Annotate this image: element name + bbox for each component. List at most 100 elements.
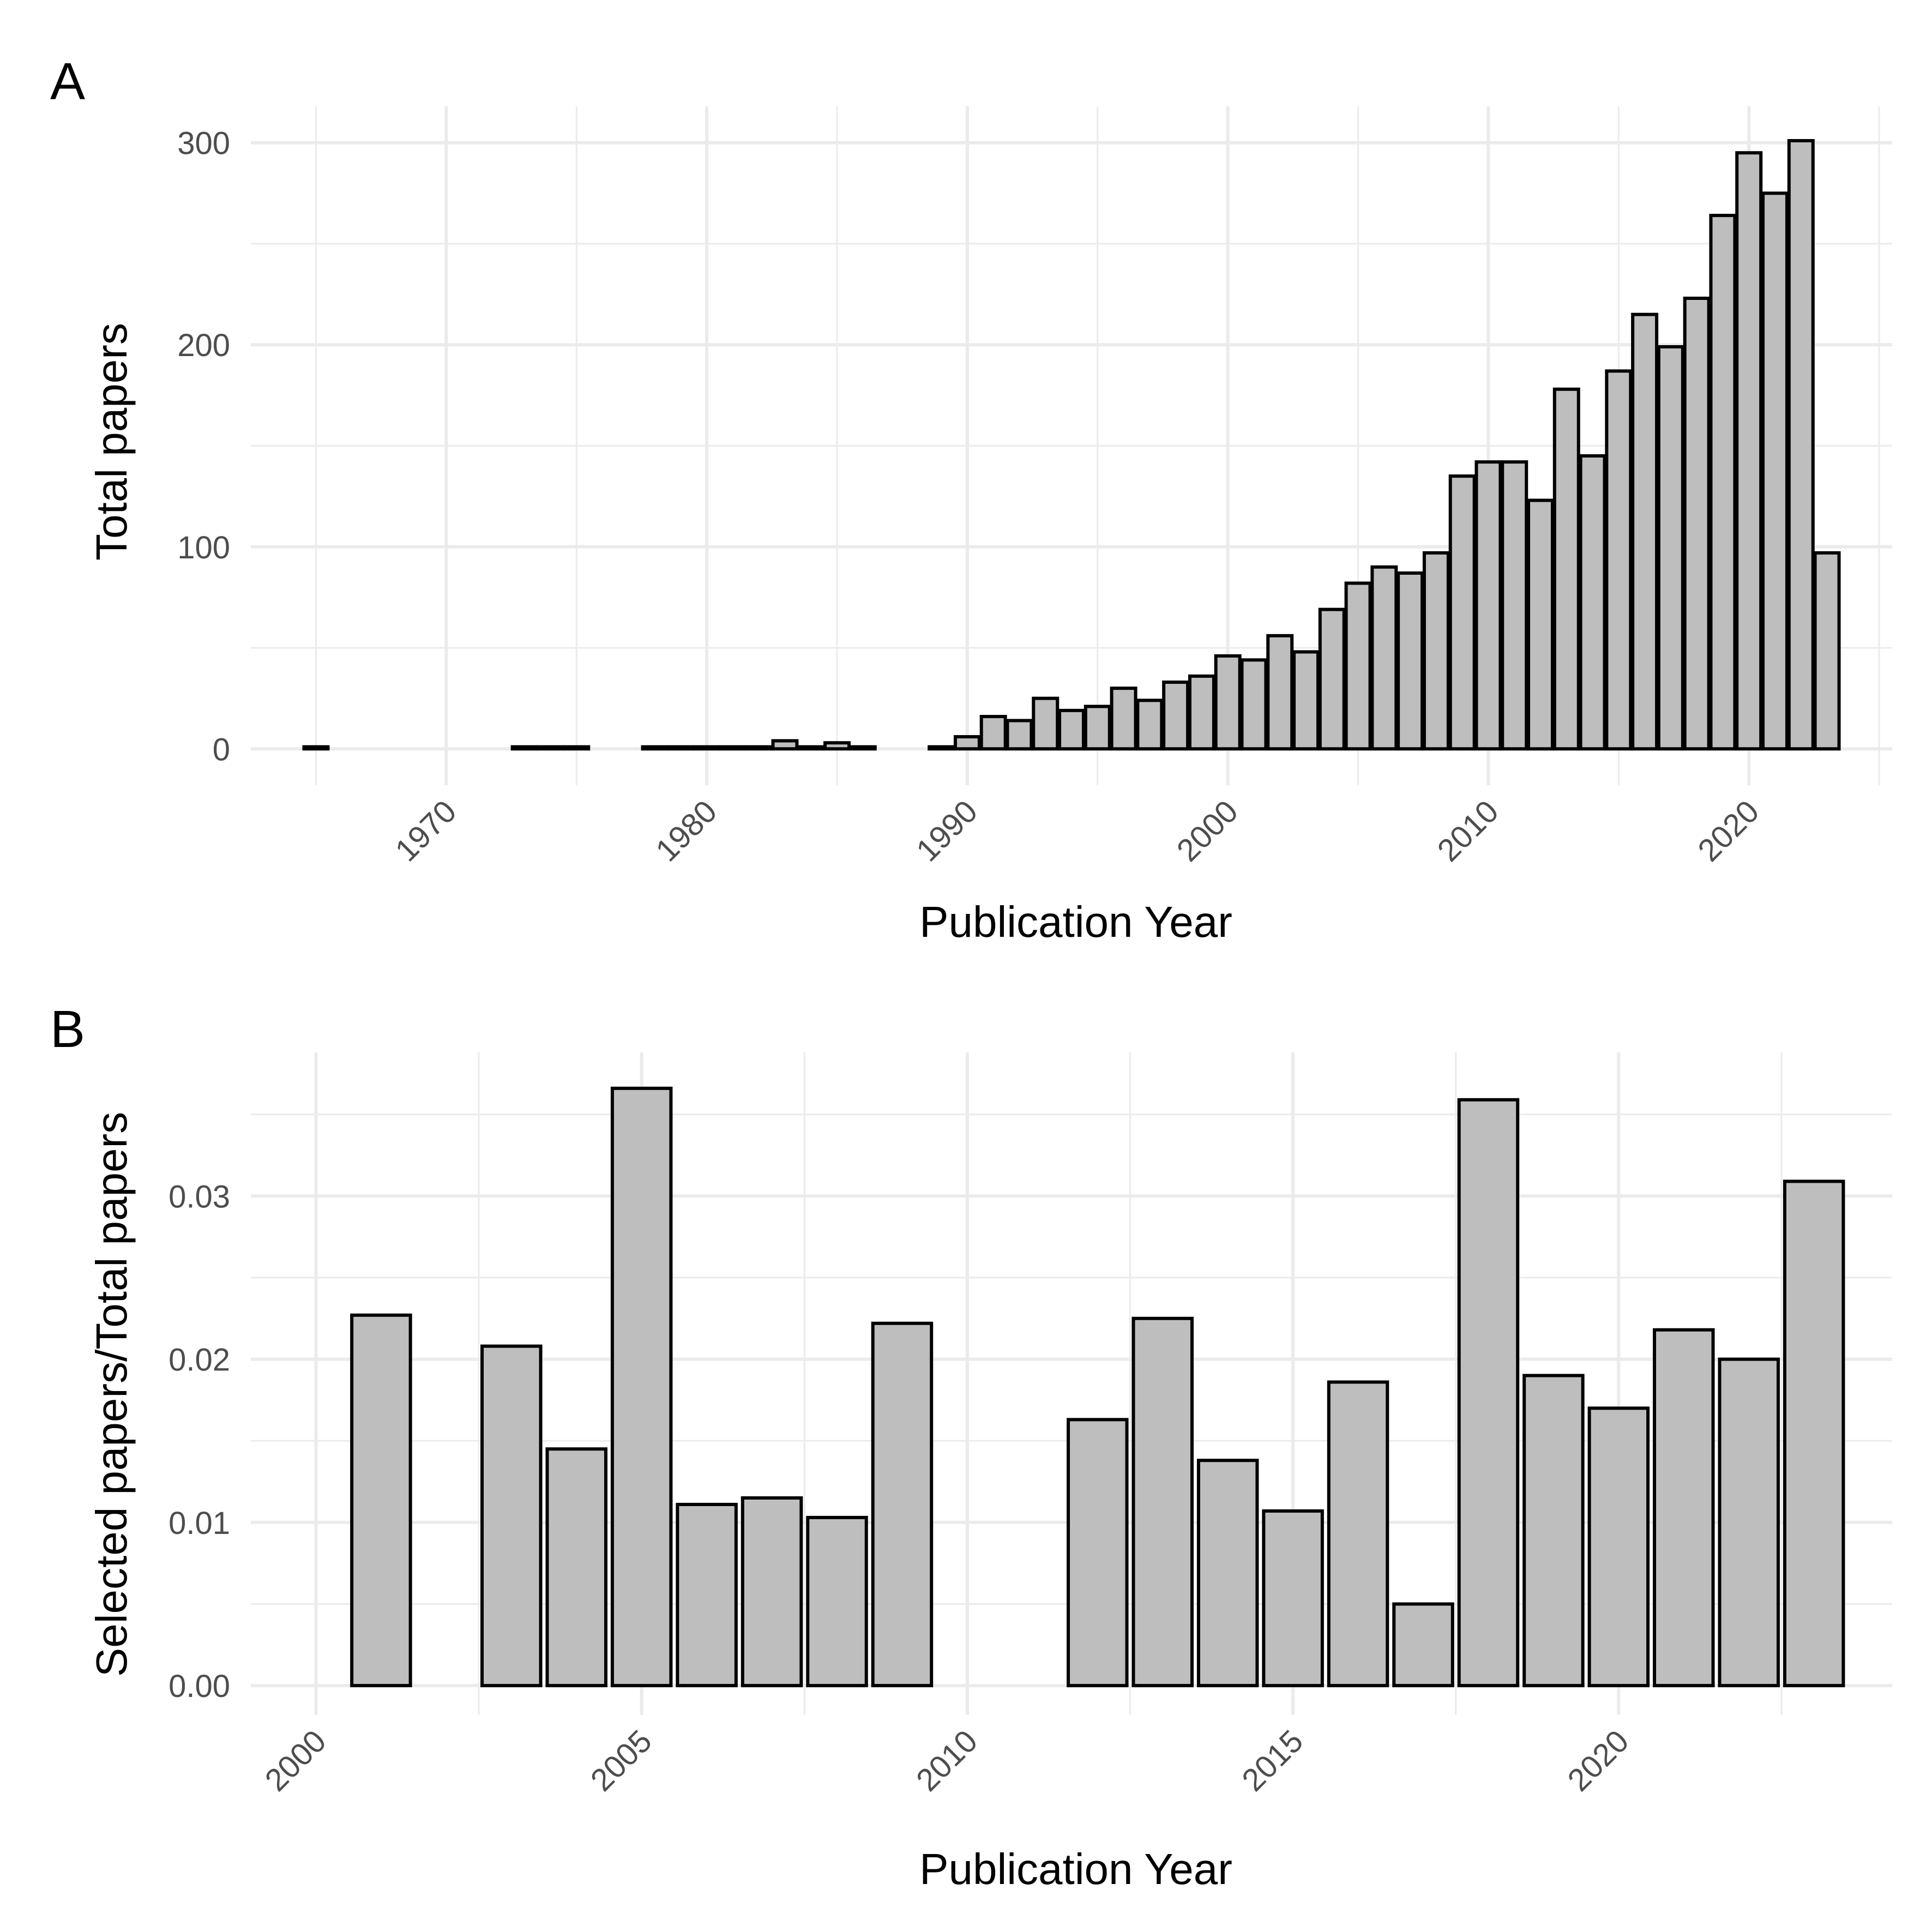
bar bbox=[667, 745, 695, 751]
bar bbox=[545, 1447, 607, 1688]
bar bbox=[849, 745, 877, 751]
bar bbox=[823, 741, 851, 751]
panel-b-bars bbox=[350, 1086, 1845, 1688]
bar bbox=[1110, 687, 1137, 751]
bar bbox=[480, 1344, 543, 1688]
bar bbox=[1344, 581, 1372, 751]
bar bbox=[1188, 674, 1215, 751]
panel-a-tag: A bbox=[50, 52, 85, 111]
bar bbox=[1214, 654, 1242, 751]
x-tick-label: 2010 bbox=[1430, 793, 1505, 868]
y-tick-label: 0.03 bbox=[168, 1179, 230, 1214]
bar bbox=[1783, 1179, 1845, 1688]
bar bbox=[1657, 345, 1684, 751]
bar bbox=[1266, 634, 1294, 751]
bar bbox=[1457, 1098, 1520, 1688]
panel-b: B 0.000.010.020.03 2000 2005 2010 2015 2020 … bbox=[50, 1000, 1892, 1893]
bar bbox=[610, 1086, 673, 1688]
bar bbox=[1718, 1357, 1780, 1688]
bar bbox=[1761, 191, 1789, 751]
bar bbox=[537, 745, 564, 751]
bar bbox=[1501, 460, 1528, 751]
x-tick-label: 2020 bbox=[1691, 793, 1766, 868]
bar bbox=[1474, 460, 1502, 751]
bar bbox=[1067, 1418, 1129, 1688]
bar bbox=[979, 715, 1007, 751]
bar bbox=[1422, 551, 1450, 751]
bar bbox=[1370, 565, 1398, 751]
bar bbox=[1813, 551, 1841, 751]
panel-b-y-axis-title: Selected papers/Total papers bbox=[87, 1112, 136, 1677]
bar bbox=[771, 739, 799, 751]
bar bbox=[1006, 719, 1033, 751]
bar bbox=[1262, 1509, 1324, 1688]
bar bbox=[1136, 699, 1164, 751]
x-tick-label: 2000 bbox=[1170, 793, 1245, 868]
bar bbox=[953, 735, 981, 751]
bar bbox=[1397, 571, 1424, 751]
bar bbox=[1587, 1406, 1650, 1688]
bar bbox=[1058, 708, 1085, 751]
bar bbox=[741, 1496, 803, 1688]
panel-a-y-axis-title: Total papers bbox=[87, 323, 136, 561]
bar bbox=[1522, 1374, 1585, 1688]
panel-b-x-axis-title: Publication Year bbox=[919, 1845, 1232, 1893]
bar bbox=[1709, 214, 1737, 751]
bar bbox=[1653, 1328, 1715, 1688]
x-tick-label: 2005 bbox=[584, 1723, 659, 1798]
y-tick-label: 0 bbox=[213, 732, 230, 767]
y-tick-label: 300 bbox=[177, 126, 230, 161]
bar bbox=[719, 745, 747, 751]
bar bbox=[1131, 1316, 1194, 1688]
panel-a-x-axis-title: Publication Year bbox=[919, 898, 1232, 946]
bar bbox=[1318, 607, 1346, 751]
x-tick-label: 2015 bbox=[1235, 1723, 1310, 1798]
bar bbox=[1032, 696, 1060, 751]
y-tick-label: 200 bbox=[177, 328, 230, 363]
bar bbox=[1327, 1380, 1389, 1688]
panel-a-y-tick-labels: 0 100 200 300 bbox=[177, 126, 230, 768]
y-tick-label: 0.00 bbox=[168, 1669, 230, 1704]
x-tick-label: 1980 bbox=[649, 793, 724, 868]
bar bbox=[745, 745, 773, 751]
bar bbox=[563, 745, 591, 751]
bar bbox=[693, 745, 721, 751]
bar bbox=[1196, 1459, 1259, 1688]
bar bbox=[510, 745, 538, 751]
bar bbox=[1552, 387, 1580, 751]
bar bbox=[1240, 658, 1268, 751]
panel-b-x-tick-labels: 2000 2005 2010 2015 2020 bbox=[258, 1723, 1635, 1798]
panel-a-x-tick-labels: 1970 1980 1990 2000 2010 2020 bbox=[388, 793, 1766, 868]
bar bbox=[928, 745, 955, 751]
y-tick-label: 0.02 bbox=[168, 1343, 230, 1378]
bar bbox=[1631, 312, 1659, 751]
bar bbox=[1683, 297, 1711, 751]
bar bbox=[1084, 705, 1111, 751]
bar bbox=[1448, 474, 1476, 751]
panel-a-bars bbox=[302, 139, 1841, 751]
panel-a: A 0 100 200 300 1970 1980 1990 2000 2010 2020 Pu… bbox=[50, 52, 1892, 946]
bar bbox=[797, 745, 825, 751]
bar bbox=[871, 1321, 934, 1688]
bar bbox=[1605, 369, 1633, 751]
bar bbox=[641, 745, 669, 751]
bar bbox=[1392, 1602, 1454, 1688]
bar bbox=[350, 1313, 412, 1688]
x-tick-label: 1990 bbox=[910, 793, 984, 868]
panel-b-tag: B bbox=[50, 1000, 85, 1058]
y-tick-label: 0.01 bbox=[168, 1506, 230, 1541]
bar bbox=[1735, 151, 1763, 751]
bar bbox=[806, 1515, 868, 1688]
bar bbox=[1579, 454, 1606, 751]
x-tick-label: 2010 bbox=[910, 1723, 984, 1798]
bar bbox=[1527, 498, 1554, 751]
bar bbox=[676, 1502, 738, 1688]
panel-b-y-tick-labels: 0.00 0.01 0.02 0.03 bbox=[168, 1179, 230, 1704]
bar bbox=[302, 745, 330, 751]
bar bbox=[1787, 139, 1815, 751]
x-tick-label: 1970 bbox=[388, 793, 463, 868]
bar bbox=[1292, 650, 1320, 751]
y-tick-label: 100 bbox=[177, 530, 230, 565]
bar bbox=[1162, 681, 1190, 751]
